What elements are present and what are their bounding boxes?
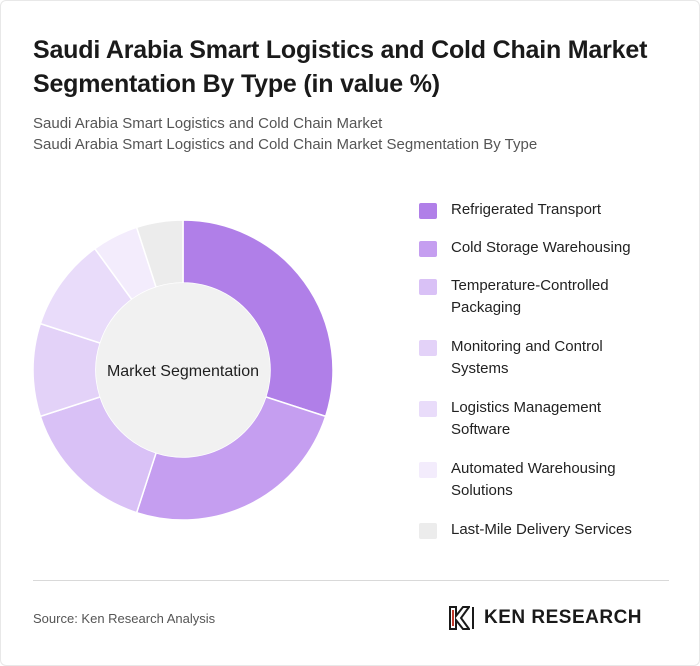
legend-label: Last-Mile Delivery Services xyxy=(451,521,632,538)
footer-divider xyxy=(33,580,669,581)
chart-title: Saudi Arabia Smart Logistics and Cold Ch… xyxy=(33,36,648,98)
source-note: Source: Ken Research Analysis xyxy=(33,611,216,626)
legend-swatch xyxy=(419,241,437,257)
subtitle-line-1: Saudi Arabia Smart Logistics and Cold Ch… xyxy=(33,115,383,132)
legend-item: Cold Storage Warehousing xyxy=(419,237,689,259)
logo-separator xyxy=(472,607,474,629)
legend-swatch xyxy=(419,523,437,539)
donut-center-label: Market Segmentation xyxy=(107,363,259,380)
ken-research-logo-mark-icon xyxy=(449,606,470,630)
legend-item: Monitoring and Control Systems xyxy=(419,336,689,380)
legend-item: Logistics Management Software xyxy=(419,397,689,441)
legend-item: Refrigerated Transport xyxy=(419,199,689,221)
legend-label: Temperature-Controlled Packaging xyxy=(451,277,609,316)
ken-research-logo: KEN RESEARCH xyxy=(448,604,642,632)
chart-legend: Refrigerated Transport Cold Storage Wareh… xyxy=(419,199,689,557)
logo-text: KEN RESEARCH xyxy=(484,607,643,628)
legend-item: Last-Mile Delivery Services xyxy=(419,519,689,541)
legend-label: Logistics Management Software xyxy=(451,399,602,438)
chart-subtitle: Saudi Arabia Smart Logistics and Cold Ch… xyxy=(33,113,673,155)
legend-label: Automated Warehousing Solutions xyxy=(451,460,616,499)
legend-swatch xyxy=(419,279,437,295)
subtitle-line-2: Saudi Arabia Smart Logistics and Cold Ch… xyxy=(33,136,538,153)
legend-item: Automated Warehousing Solutions xyxy=(419,458,689,502)
legend-swatch xyxy=(419,401,437,417)
legend-swatch xyxy=(419,462,437,478)
legend-swatch xyxy=(419,203,437,219)
legend-label: Monitoring and Control Systems xyxy=(451,338,603,377)
legend-label: Refrigerated Transport xyxy=(451,201,602,218)
legend-label: Cold Storage Warehousing xyxy=(451,239,631,256)
legend-swatch xyxy=(419,340,437,356)
donut-center xyxy=(96,283,270,457)
donut-chart: Market Segmentation xyxy=(32,219,334,521)
legend-item: Temperature-Controlled Packaging xyxy=(419,275,689,319)
